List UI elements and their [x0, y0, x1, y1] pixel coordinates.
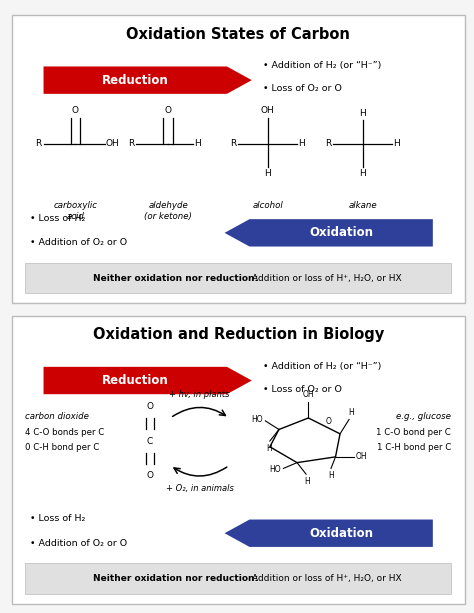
Polygon shape — [44, 367, 252, 394]
Text: Neither oxidation nor reduction:: Neither oxidation nor reduction: — [93, 574, 258, 583]
Text: O: O — [146, 471, 154, 480]
Text: R: R — [325, 139, 331, 148]
FancyBboxPatch shape — [12, 15, 465, 303]
Text: HO: HO — [270, 465, 281, 474]
Text: H: H — [393, 139, 400, 148]
Text: Reduction: Reduction — [102, 374, 169, 387]
Text: O: O — [164, 105, 172, 115]
Text: H: H — [359, 169, 366, 178]
FancyBboxPatch shape — [26, 563, 451, 594]
Text: H: H — [266, 444, 272, 453]
Text: e.g., glucose: e.g., glucose — [396, 412, 451, 421]
Text: carbon dioxide: carbon dioxide — [26, 412, 89, 421]
Text: H: H — [299, 139, 305, 148]
FancyBboxPatch shape — [12, 316, 465, 604]
Text: Oxidation States of Carbon: Oxidation States of Carbon — [126, 27, 350, 42]
Text: R: R — [230, 139, 236, 148]
FancyBboxPatch shape — [26, 263, 451, 294]
Text: alcohol: alcohol — [252, 201, 283, 210]
Text: Addition or loss of H⁺, H₂O, or HX: Addition or loss of H⁺, H₂O, or HX — [252, 273, 401, 283]
Polygon shape — [225, 219, 433, 246]
Text: • Loss of O₂ or O: • Loss of O₂ or O — [263, 85, 342, 93]
Text: aldehyde
(or ketone): aldehyde (or ketone) — [144, 201, 192, 221]
Text: 0 C-H bond per C: 0 C-H bond per C — [26, 443, 100, 452]
Text: Addition or loss of H⁺, H₂O, or HX: Addition or loss of H⁺, H₂O, or HX — [252, 574, 401, 583]
Text: HO: HO — [251, 415, 263, 424]
Text: Oxidation: Oxidation — [309, 226, 373, 239]
Text: Reduction: Reduction — [102, 74, 169, 86]
Text: • Addition of H₂ (or “H⁻”): • Addition of H₂ (or “H⁻”) — [263, 362, 382, 371]
Text: R: R — [35, 139, 41, 148]
Text: O: O — [72, 105, 79, 115]
Text: • Loss of H₂: • Loss of H₂ — [30, 214, 85, 223]
Text: C: C — [147, 436, 153, 446]
Text: alkane: alkane — [348, 201, 377, 210]
Text: • Loss of O₂ or O: • Loss of O₂ or O — [263, 385, 342, 394]
Text: • Addition of O₂ or O: • Addition of O₂ or O — [30, 539, 127, 548]
Polygon shape — [44, 66, 252, 94]
Text: O: O — [326, 417, 332, 426]
Text: H: H — [359, 109, 366, 118]
Text: • Loss of H₂: • Loss of H₂ — [30, 514, 85, 524]
Text: R: R — [128, 139, 134, 148]
Text: Oxidation: Oxidation — [309, 527, 373, 539]
Text: Neither oxidation nor reduction:: Neither oxidation nor reduction: — [93, 273, 258, 283]
Text: H: H — [348, 408, 354, 417]
Text: OH: OH — [106, 139, 119, 148]
Text: 4 C-O bonds per C: 4 C-O bonds per C — [26, 428, 105, 437]
Text: OH: OH — [261, 105, 274, 115]
Text: Oxidation and Reduction in Biology: Oxidation and Reduction in Biology — [92, 327, 384, 342]
Text: H: H — [194, 139, 201, 148]
Text: OH: OH — [302, 390, 314, 399]
Text: • Addition of O₂ or O: • Addition of O₂ or O — [30, 238, 127, 248]
Text: carboxylic
acid: carboxylic acid — [53, 201, 97, 221]
Text: + hv, in plants: + hv, in plants — [170, 390, 230, 399]
Text: H: H — [264, 169, 271, 178]
Polygon shape — [225, 520, 433, 547]
Text: + O₂, in animals: + O₂, in animals — [166, 484, 234, 493]
Text: H: H — [304, 477, 310, 486]
Text: 1 C-H bond per C: 1 C-H bond per C — [377, 443, 451, 452]
Text: OH: OH — [356, 452, 367, 462]
Text: 1 C-O bond per C: 1 C-O bond per C — [376, 428, 451, 437]
Text: H: H — [328, 471, 334, 480]
Text: O: O — [146, 402, 154, 411]
Text: • Addition of H₂ (or “H⁻”): • Addition of H₂ (or “H⁻”) — [263, 61, 382, 70]
